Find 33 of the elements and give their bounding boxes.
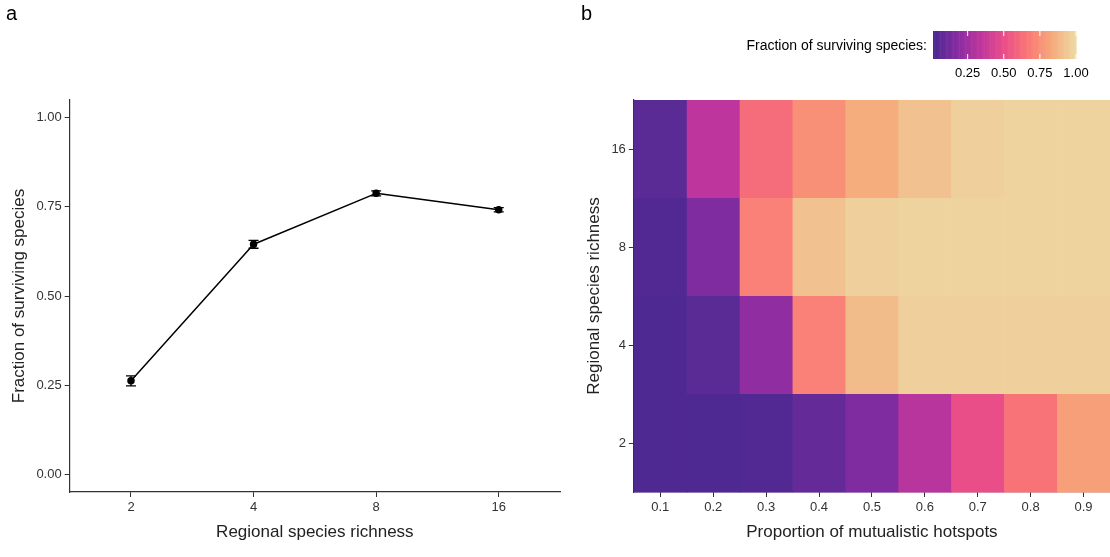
x-axis-title: Regional species richness <box>216 522 414 542</box>
x-tick-label: 2 <box>127 499 135 515</box>
y-tick-label: 1.00 <box>36 109 62 125</box>
y-tick-label: 0.25 <box>36 376 62 392</box>
color-bar-label: 0.75 <box>1027 65 1053 81</box>
color-bar-label: 0.25 <box>955 65 981 81</box>
color-bar-label: 1.00 <box>1063 65 1089 81</box>
x-tick-label: 8 <box>372 499 380 515</box>
x-tick-label: 0.1 <box>651 499 670 515</box>
x-tick-label: 0.9 <box>1074 499 1093 515</box>
y-tick-label: 0.00 <box>36 465 62 481</box>
y-tick-label: 8 <box>618 238 626 254</box>
y-tick-label: 4 <box>618 336 626 352</box>
y-tick-label: 0.75 <box>36 198 62 214</box>
x-tick-label: 0.5 <box>862 499 881 515</box>
x-tick-label: 0.6 <box>915 499 934 515</box>
x-tick-label: 16 <box>491 499 506 515</box>
y-tick-label: 2 <box>618 434 626 450</box>
color-bar-label: 0.50 <box>991 65 1017 81</box>
x-tick-label: 0.8 <box>1021 499 1040 515</box>
x-tick-label: 0.7 <box>968 499 987 515</box>
x-tick-label: 4 <box>249 499 258 515</box>
y-axis-title: Regional species richness <box>583 197 603 395</box>
y-tick-label: 0.50 <box>36 287 62 303</box>
chart-title: a <box>6 1 18 24</box>
y-axis-title: Fraction of surviving species <box>8 188 28 404</box>
x-axis-title: Proportion of mutualistic hotspots <box>746 522 998 542</box>
x-tick-label: 0.2 <box>704 499 723 515</box>
chart-title: b <box>581 1 593 24</box>
y-tick-label: 16 <box>611 140 626 156</box>
x-tick-label: 0.4 <box>809 499 829 515</box>
x-tick-label: 0.3 <box>757 499 776 515</box>
color-bar-title: Fraction of surviving species: <box>746 36 927 53</box>
